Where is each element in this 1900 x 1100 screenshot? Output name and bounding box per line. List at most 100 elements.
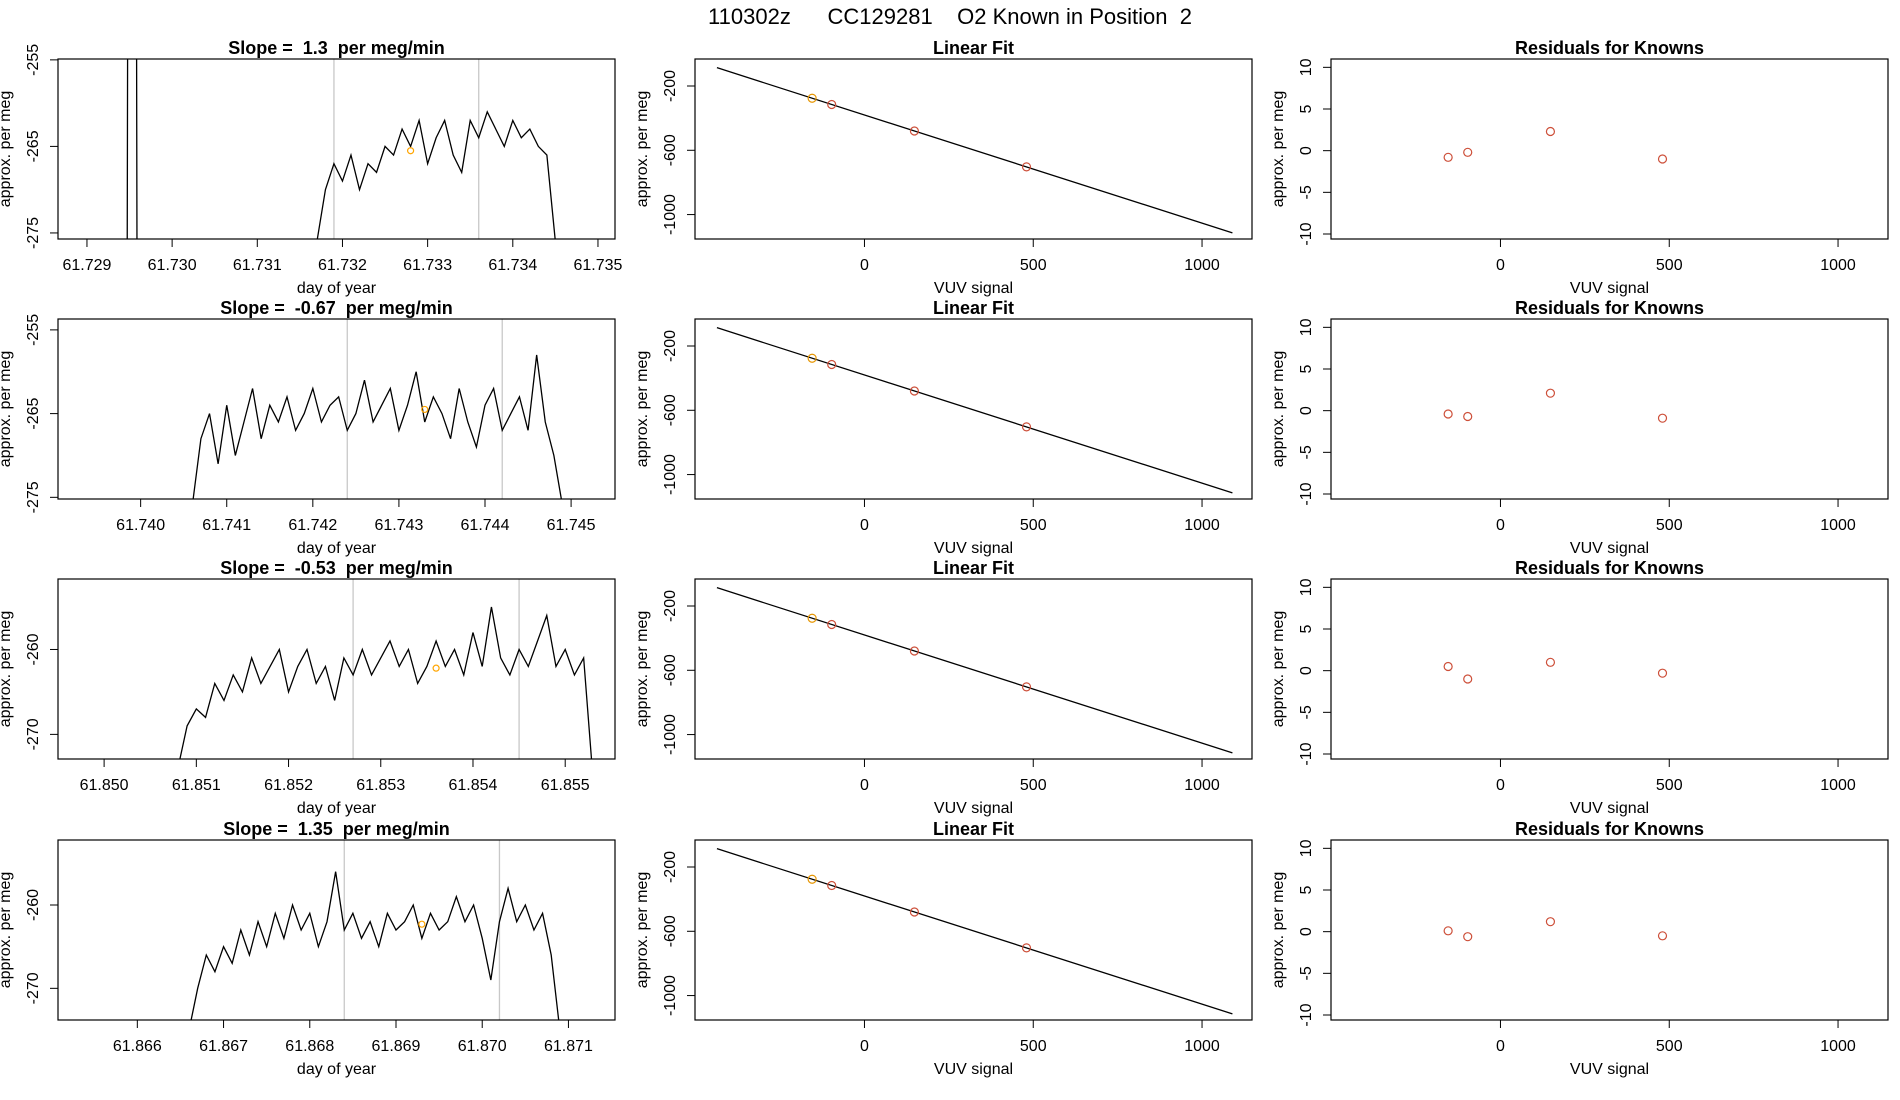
y-tick-label: 10 (1298, 58, 1315, 76)
panel-title: Slope = 1.35 per meg/min (223, 819, 450, 839)
data-point (827, 619, 837, 630)
plot-area (1443, 388, 1668, 423)
data-point (827, 880, 837, 891)
data-point (1545, 917, 1556, 927)
plot-area (1443, 126, 1668, 164)
y-axis-label: approx. per meg (0, 611, 14, 728)
data-point (1657, 413, 1668, 423)
data-point (1463, 932, 1473, 942)
x-tick-label: 0 (860, 777, 869, 794)
y-tick-label: -1000 (662, 454, 679, 495)
y-tick-label: -600 (662, 394, 679, 426)
x-tick-label: 1000 (1820, 517, 1856, 534)
x-axis-label: day of year (297, 280, 377, 297)
y-tick-label: -275 (25, 481, 42, 513)
data-point (1657, 668, 1668, 678)
y-tick-label: -10 (1298, 742, 1315, 765)
y-axis-label: approx. per meg (634, 611, 651, 728)
x-tick-label: 61.734 (488, 257, 537, 274)
data-point (1463, 674, 1473, 684)
plot-frame (57, 578, 616, 760)
plot-area (716, 67, 1233, 234)
plot-area (1443, 657, 1668, 684)
x-axis-label: VUV signal (934, 540, 1013, 557)
y-tick-label: 5 (1298, 885, 1315, 894)
y-tick-label: -255 (25, 314, 42, 346)
y-tick-label: -270 (25, 972, 42, 1004)
y-axis-label: approx. per meg (1270, 611, 1287, 728)
x-axis-label: VUV signal (1570, 800, 1649, 817)
x-tick-label: 0 (860, 257, 869, 274)
plot-area (190, 840, 560, 1020)
y-axis-label: approx. per meg (634, 351, 651, 468)
y-tick-label: -200 (662, 851, 679, 883)
x-axis-label: VUV signal (934, 800, 1013, 817)
y-tick-label: 5 (1298, 624, 1315, 633)
x-tick-label: 500 (1656, 517, 1683, 534)
x-tick-label: 61.866 (113, 1038, 162, 1055)
data-point (827, 99, 837, 110)
page-title: 110302z CC129281 O2 Known in Position 2 (708, 4, 1192, 29)
x-tick-label: 500 (1020, 257, 1047, 274)
y-tick-label: -270 (25, 718, 42, 750)
y-tick-label: -265 (25, 130, 42, 162)
x-tick-label: 61.870 (458, 1038, 507, 1055)
x-tick-label: 0 (1496, 1038, 1505, 1055)
plot-area (1443, 917, 1668, 942)
x-axis-label: VUV signal (1570, 280, 1649, 297)
x-tick-label: 500 (1020, 1038, 1047, 1055)
y-tick-label: -600 (662, 654, 679, 686)
data-point (807, 93, 817, 103)
y-axis-label: approx. per meg (0, 351, 14, 468)
data-point (909, 646, 920, 656)
plot-frame (57, 58, 616, 240)
x-tick-label: 1000 (1820, 1038, 1856, 1055)
x-tick-label: 61.730 (148, 257, 197, 274)
panel-title: Residuals for Knowns (1515, 819, 1704, 839)
x-tick-label: 500 (1020, 517, 1047, 534)
y-tick-label: -5 (1298, 185, 1315, 199)
data-point (1463, 147, 1473, 157)
x-tick-label: 61.851 (172, 777, 221, 794)
plot-frame (694, 318, 1253, 500)
data-point (1443, 661, 1453, 672)
x-tick-label: 61.735 (573, 257, 622, 274)
x-tick-label: 1000 (1184, 517, 1220, 534)
data-point (1021, 162, 1032, 172)
y-tick-label: -10 (1298, 482, 1315, 505)
x-tick-label: 61.740 (116, 517, 165, 534)
y-tick-label: -600 (662, 915, 679, 947)
plot-area (716, 587, 1233, 754)
y-tick-label: 10 (1298, 839, 1315, 857)
x-axis-label: day of year (297, 1061, 377, 1078)
plot-frame (57, 318, 616, 500)
x-tick-label: 1000 (1184, 777, 1220, 794)
data-point (807, 874, 817, 884)
y-tick-label: -265 (25, 397, 42, 429)
x-tick-label: 61.732 (318, 257, 367, 274)
data-point (1657, 154, 1668, 164)
y-tick-label: -200 (662, 70, 679, 102)
y-axis-label: approx. per meg (634, 91, 651, 208)
y-tick-label: -5 (1298, 445, 1315, 459)
data-point (1545, 388, 1556, 398)
panel-title: Residuals for Knowns (1515, 298, 1704, 318)
x-tick-label: 61.854 (449, 777, 498, 794)
y-tick-label: -1000 (662, 714, 679, 755)
data-point (1545, 126, 1556, 137)
plot-frame (1330, 839, 1889, 1021)
x-tick-label: 500 (1020, 777, 1047, 794)
highlight-point (418, 920, 426, 928)
x-tick-label: 500 (1656, 257, 1683, 274)
x-tick-label: 0 (1496, 517, 1505, 534)
data-point (1443, 926, 1453, 936)
data-point (1021, 422, 1032, 432)
x-tick-label: 61.852 (264, 777, 313, 794)
x-tick-label: 1000 (1820, 257, 1856, 274)
y-tick-label: -255 (25, 44, 42, 76)
plot-area (716, 848, 1233, 1015)
panel-title: Residuals for Knowns (1515, 558, 1704, 578)
y-tick-label: 0 (1298, 666, 1315, 675)
x-tick-label: 61.867 (199, 1038, 248, 1055)
